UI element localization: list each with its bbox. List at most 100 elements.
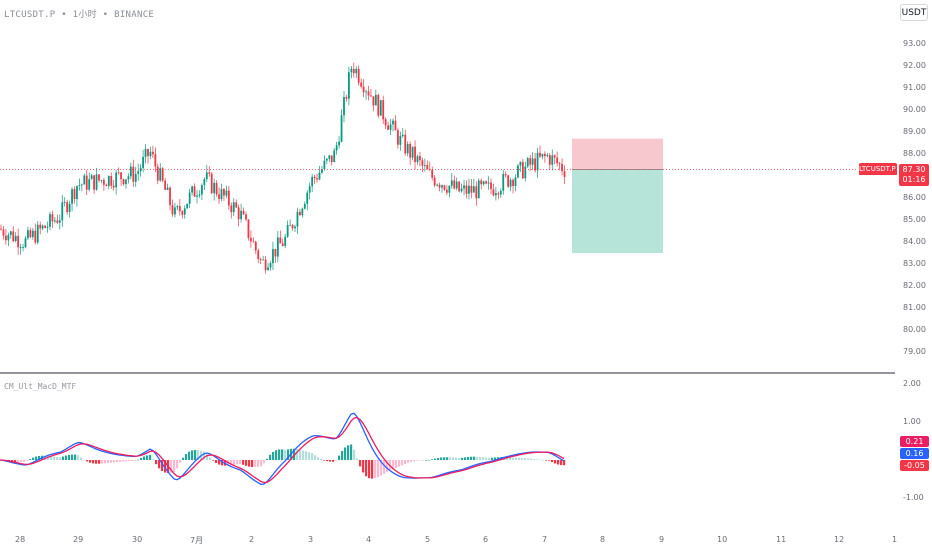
candle-body [487,182,490,184]
candle-body [450,180,453,186]
signal-line [0,416,565,484]
candle-body [122,179,125,185]
candle-body [460,188,463,192]
candle-body [115,172,118,188]
candle-body [284,236,287,246]
histogram-bar [233,460,236,465]
histogram-bar [98,460,101,464]
symbol-name[interactable]: LTCUSDT.P [4,10,56,20]
candle-body [401,134,404,137]
histogram-bar [80,457,83,460]
histogram-bar [182,457,185,460]
candle-body [355,68,358,74]
candle-body [416,156,419,163]
time-tick: 6 [483,535,489,544]
candle-body [455,181,458,189]
candle-body [465,185,468,194]
histogram-bar [545,460,548,461]
interval-label[interactable]: 1小时 [72,10,97,20]
candle-body [107,175,110,187]
price-tick: 79.00 [903,347,926,356]
histogram-bar [20,460,23,463]
histogram-bar [344,447,347,460]
histogram-bar [353,449,356,460]
histogram-bar [320,459,323,460]
histogram-bar [551,460,554,463]
histogram-bar [347,445,350,460]
currency-button[interactable]: USDT [900,4,928,21]
histogram-bar [524,458,527,460]
candle-body [73,189,76,200]
histogram-bar [413,460,416,462]
histogram-bar [23,460,26,462]
candle-body [485,181,487,184]
candle-body [161,168,164,181]
histogram-bar [392,460,395,470]
candle-body [323,160,326,170]
candle-body [210,173,213,194]
histogram-bar [332,460,335,462]
candle-body [404,134,407,154]
candle-body [156,166,159,181]
candle-body [240,210,242,220]
histogram-bar [398,460,401,467]
candle-body [387,125,389,130]
histogram-bar [266,458,269,460]
candle-body [125,179,127,185]
candle-body [392,120,394,125]
macd-histogram [0,444,566,479]
candle-body [183,208,186,215]
histogram-bar [53,456,56,460]
candle-body [230,205,233,213]
candle-body [490,182,492,190]
candle-body [308,186,311,193]
indicator-title[interactable]: CM_Ult_MacD_MTF [4,382,77,391]
stop-loss-zone[interactable] [572,138,663,170]
candle-body [85,175,88,190]
candle-body [492,189,495,196]
candle-body [419,156,421,161]
candle-body [181,211,184,215]
candle-body [112,185,115,188]
candle-body [100,180,103,181]
candle-body [529,158,532,165]
histogram-bar [317,457,320,460]
time-tick: 9 [659,535,665,544]
histogram-bar [83,459,86,461]
candle-body [433,177,436,186]
candle-body [495,193,497,196]
candle-body [548,155,551,165]
candle-body [362,86,365,93]
histogram-bar [32,457,35,460]
candle-body [372,96,375,106]
candle-body [477,180,480,199]
candle-body [152,151,154,155]
histogram-bar [275,450,278,460]
histogram-bar [329,460,332,462]
histogram-bar [68,454,71,460]
candle-body [193,186,196,197]
histogram-bar [146,455,149,460]
candle-body [301,208,304,216]
candle-body [374,94,377,106]
candle-body [294,226,296,229]
candle-body [171,205,174,215]
histogram-bar [554,460,557,464]
histogram-bar [560,460,563,466]
candle-body [421,160,424,166]
time-tick: 1 [892,535,898,544]
candle-body [39,224,42,229]
candle-body [411,146,414,158]
candle-body [27,230,29,239]
candle-body [512,179,514,187]
histogram-bar [437,457,440,460]
histogram-bar [539,459,542,461]
last-price-symbol: LTCUSDT.P [859,163,897,175]
candle-body [159,168,162,181]
candle-body [80,184,83,186]
candle-body [250,237,252,242]
take-profit-zone[interactable] [572,169,663,253]
candle-body [321,169,323,173]
candle-body [389,124,392,130]
